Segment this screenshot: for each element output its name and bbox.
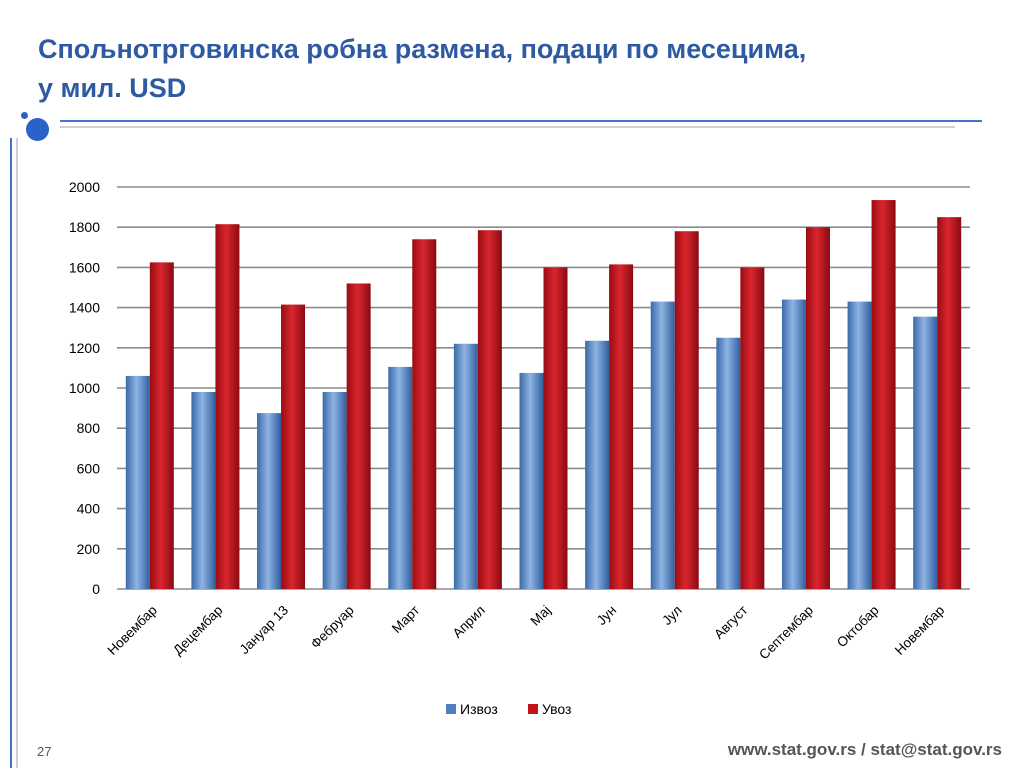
y-tick-label: 1400 xyxy=(69,300,100,316)
x-category-label: Јул xyxy=(659,603,685,629)
legend-swatch-import xyxy=(528,704,538,714)
side-rule-blue xyxy=(10,138,12,768)
page-number: 27 xyxy=(37,744,52,759)
footer-website-email[interactable]: www.stat.gov.rs / stat@stat.gov.rs xyxy=(727,740,1002,759)
bar-import-4 xyxy=(346,283,371,589)
x-category-label: Децембар xyxy=(170,603,225,658)
y-tick-label: 600 xyxy=(77,460,101,476)
y-tick-label: 1800 xyxy=(69,219,100,235)
x-category-label: Јануар 13 xyxy=(237,603,292,658)
y-tick-label: 1600 xyxy=(69,259,100,275)
bar-export-13 xyxy=(913,316,938,589)
slide-title-line-2: у мил. USD xyxy=(38,73,187,103)
bar-import-7 xyxy=(543,267,568,589)
y-tick-label: 1200 xyxy=(69,340,100,356)
bar-import-2 xyxy=(215,224,240,589)
bar-import-13 xyxy=(937,217,962,589)
side-rule-gray xyxy=(16,138,18,768)
bar-import-11 xyxy=(805,227,830,589)
bar-export-2 xyxy=(191,392,216,589)
legend-label-import: Увоз xyxy=(542,701,571,717)
bars xyxy=(125,200,962,589)
y-axis-tick-labels: 0 200 400 600 800 1000 1200 1400 1600 1800 2000 xyxy=(69,179,100,597)
bar-export-9 xyxy=(650,301,675,589)
bar-export-6 xyxy=(453,343,478,589)
x-category-label: Август xyxy=(711,603,750,642)
y-tick-label: 200 xyxy=(77,541,101,557)
bar-export-10 xyxy=(716,337,741,589)
bar-import-3 xyxy=(281,304,306,589)
header-rule-blue xyxy=(60,120,982,122)
legend-swatch-export xyxy=(446,704,456,714)
y-tick-label: 800 xyxy=(77,420,101,436)
x-category-label: Октобар xyxy=(834,603,882,651)
slide-title: Спољнотрговинска робна размена, подаци п… xyxy=(38,30,938,108)
bar-export-8 xyxy=(585,340,610,589)
bar-import-9 xyxy=(674,231,699,589)
logo-dot-icon xyxy=(26,118,49,141)
bar-import-12 xyxy=(871,200,896,589)
bar-export-1 xyxy=(125,375,150,589)
legend-label-export: Извоз xyxy=(460,701,498,717)
header-rule-gray xyxy=(60,126,955,128)
bar-export-7 xyxy=(519,372,544,589)
y-tick-label: 1000 xyxy=(69,380,100,396)
y-tick-label: 0 xyxy=(92,581,100,597)
slide-title-line-1: Спољнотрговинска робна размена, подаци п… xyxy=(38,34,807,64)
bar-export-3 xyxy=(257,413,282,589)
x-category-label: Мај xyxy=(528,603,554,629)
x-axis-category-labels: Новембар Децембар Јануар 13 Фебруар Март Апри… xyxy=(105,603,948,663)
logo-small-dot-icon xyxy=(21,112,28,119)
legend: Извоз Увоз xyxy=(446,701,571,717)
x-category-label: Јун xyxy=(594,603,619,628)
x-category-label: Март xyxy=(389,603,422,636)
bar-import-6 xyxy=(477,230,502,589)
bar-import-10 xyxy=(740,267,765,589)
y-tick-label: 2000 xyxy=(69,179,100,195)
bar-import-1 xyxy=(149,262,174,589)
bar-import-8 xyxy=(609,264,634,589)
x-category-label: Септембар xyxy=(756,603,816,663)
x-category-label: Фебруар xyxy=(308,603,357,652)
bar-import-5 xyxy=(412,239,437,589)
bar-export-11 xyxy=(781,299,806,589)
bar-export-4 xyxy=(322,392,347,589)
x-category-label: Новембар xyxy=(892,603,947,658)
bar-export-12 xyxy=(847,301,872,589)
x-category-label: Април xyxy=(450,603,488,641)
y-tick-label: 400 xyxy=(77,501,101,517)
x-category-label: Новембар xyxy=(105,603,160,658)
bar-export-5 xyxy=(388,366,413,589)
